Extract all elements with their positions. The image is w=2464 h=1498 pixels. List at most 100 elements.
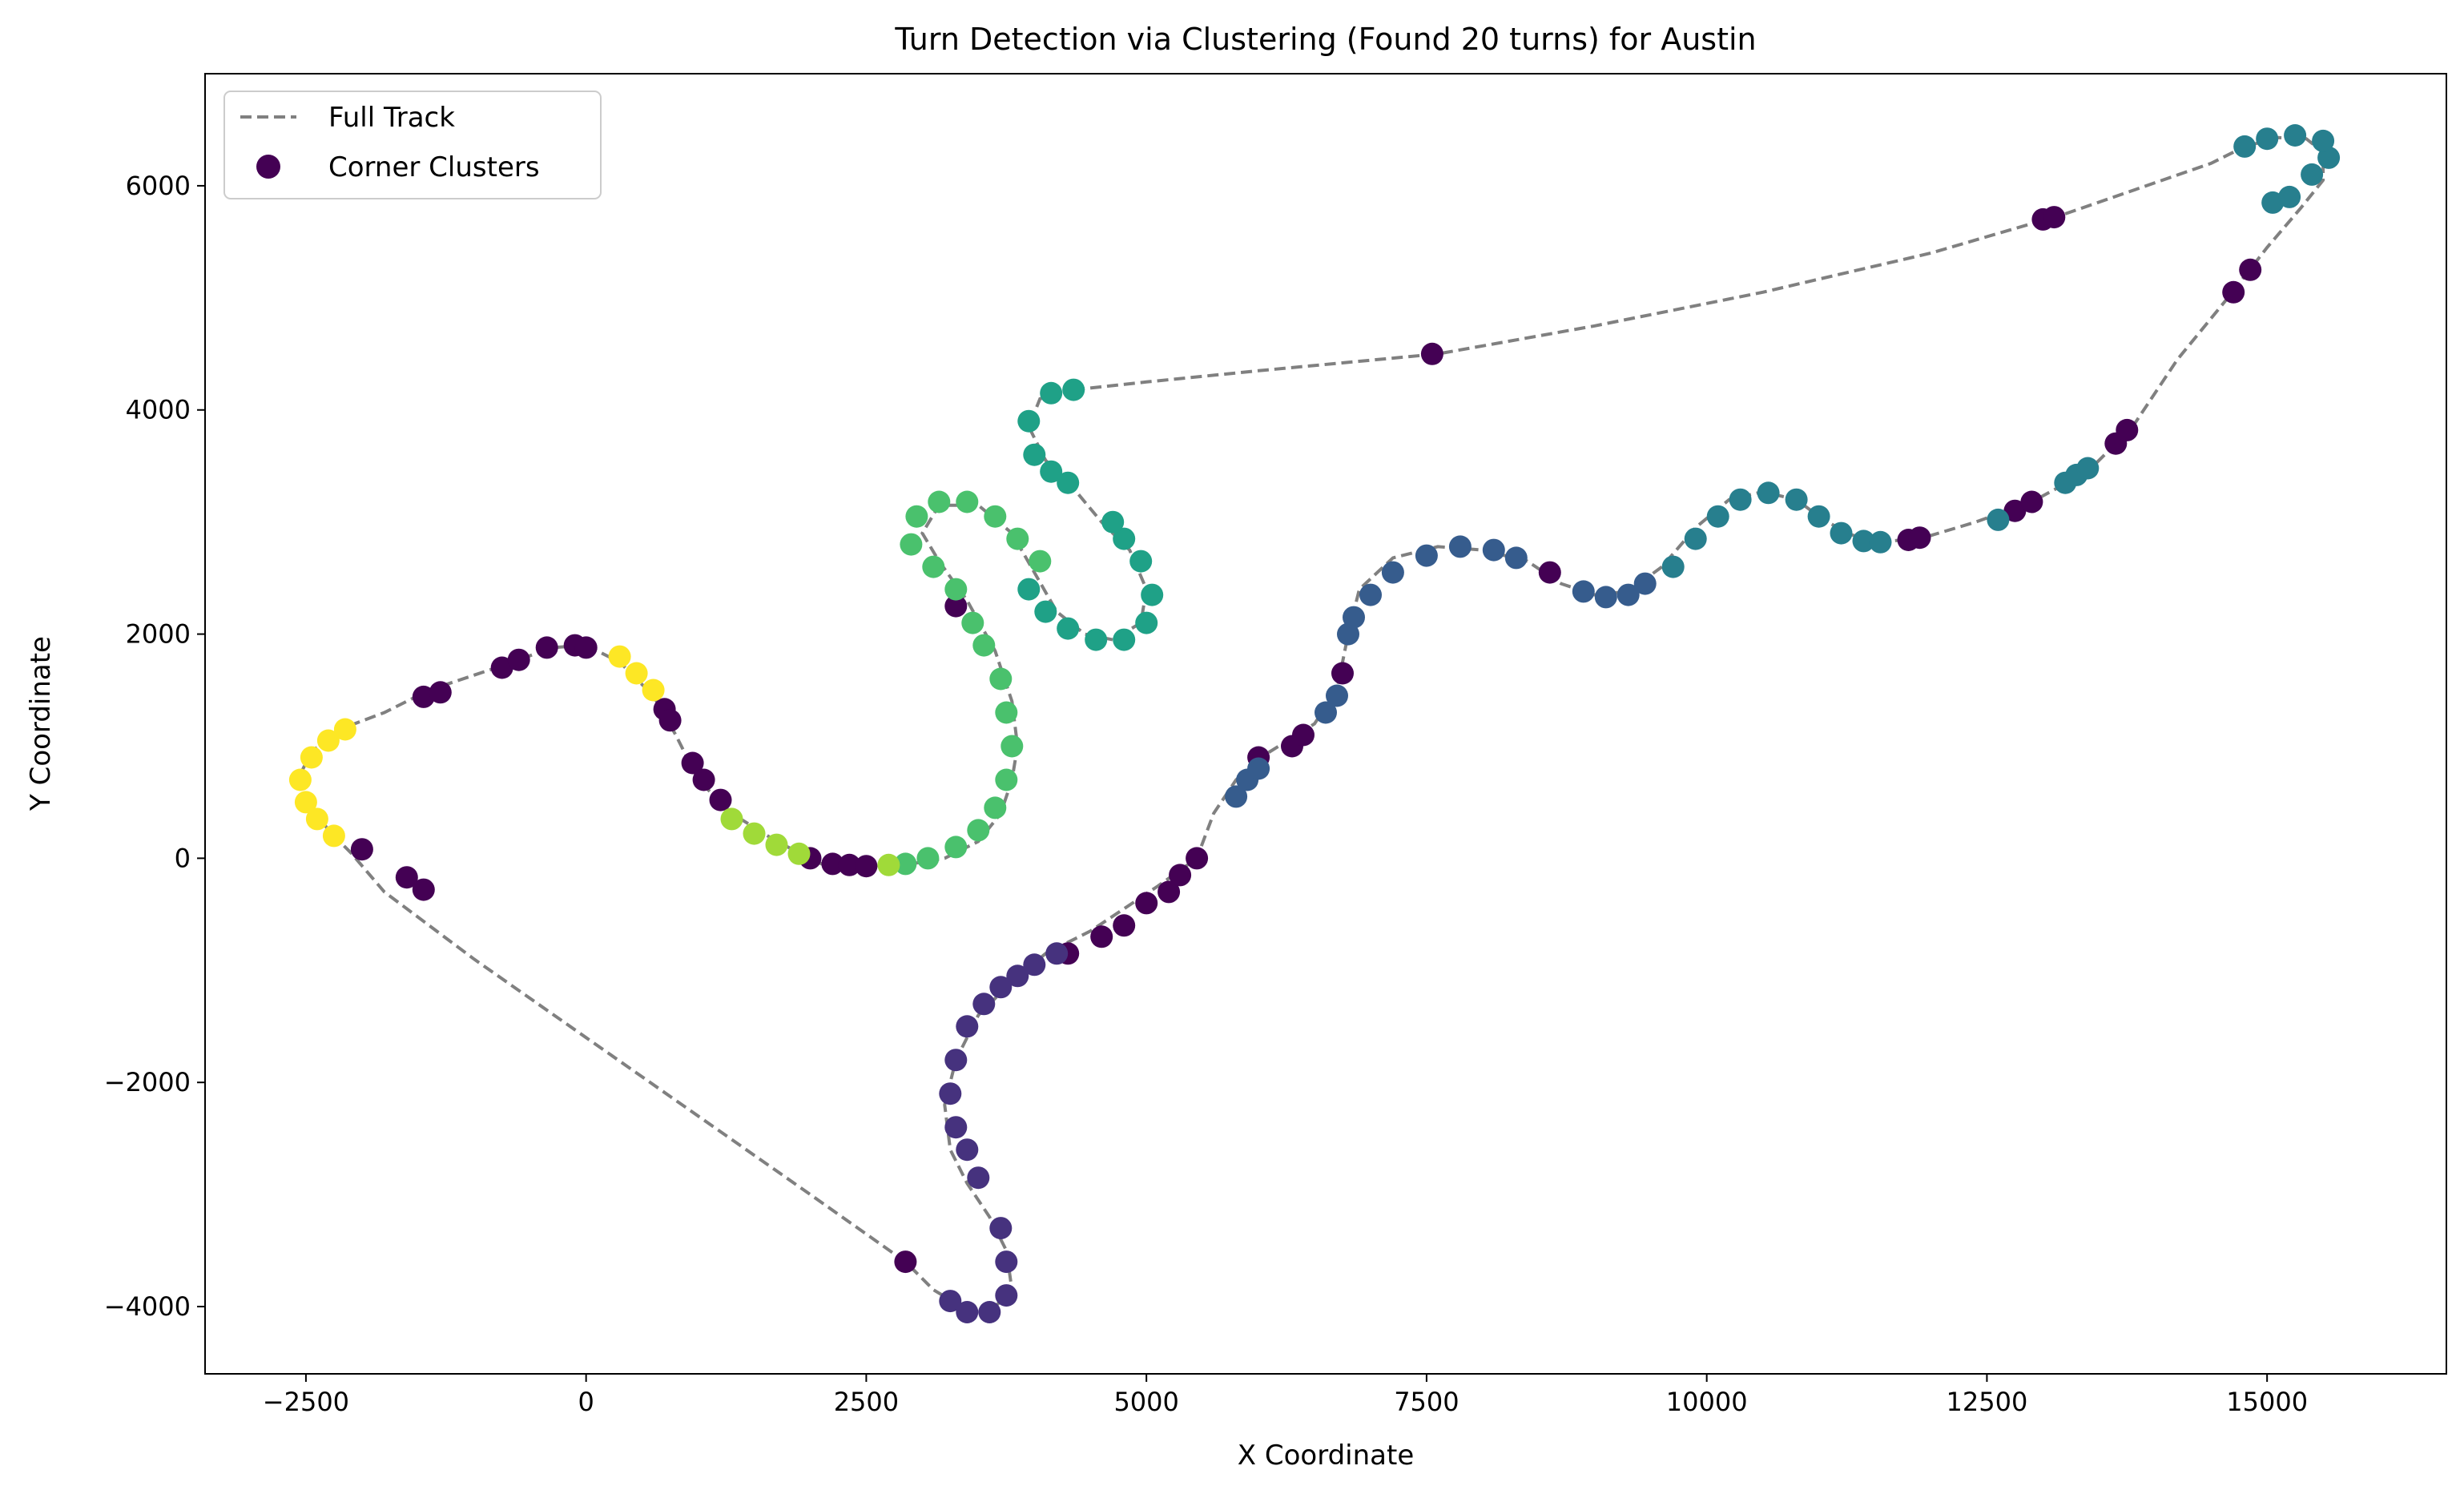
corner-point [316, 729, 340, 752]
corner-point [939, 1290, 962, 1313]
corner-point [1381, 561, 1404, 584]
corner-point [412, 685, 435, 708]
corner-point [1572, 580, 1595, 603]
corner-point [1040, 381, 1063, 405]
corner-point [1987, 508, 2010, 531]
corner-point [1538, 561, 1561, 584]
legend-box [223, 91, 602, 199]
corner-point [305, 807, 328, 831]
corner-point [322, 824, 345, 848]
corner-cluster-5 [894, 490, 1052, 876]
corner-point [967, 819, 990, 842]
corner-point [922, 555, 945, 578]
x-tick-label: 7500 [1394, 1387, 1459, 1417]
corner-point [916, 847, 940, 870]
corner-point [978, 1301, 1001, 1323]
legend-full-track-label: Full Track [328, 102, 455, 134]
corner-point [1090, 925, 1113, 948]
corner-point [900, 533, 923, 556]
plot-area [204, 73, 2447, 1375]
y-tick-label: −4000 [104, 1291, 191, 1322]
corner-point [1225, 785, 1248, 808]
x-tick-label: 0 [578, 1387, 594, 1417]
legend-corner-clusters-swatch [256, 155, 280, 179]
corner-point [1684, 527, 1707, 550]
corner-point [1023, 953, 1046, 977]
cluster-layer [288, 124, 2341, 1323]
corner-point [1830, 521, 1853, 545]
corner-point [787, 842, 811, 865]
corner-point [2284, 124, 2307, 147]
corner-point [1006, 964, 1029, 988]
corner-point [2076, 457, 2100, 480]
full-track-line [298, 135, 2325, 1315]
corner-point [984, 505, 1007, 528]
corner-point [412, 878, 435, 901]
corner-point [821, 852, 844, 876]
x-tick-label: 2500 [834, 1387, 899, 1417]
corner-point [1017, 409, 1041, 433]
corner-point [989, 667, 1013, 691]
corner-point [1085, 628, 1108, 651]
corner-point [1807, 505, 1830, 528]
corner-point [294, 791, 317, 814]
y-tick-label: −2000 [104, 1067, 191, 1097]
y-tick-label: 0 [175, 843, 191, 873]
corner-point [944, 1049, 968, 1072]
corner-point [1158, 880, 1181, 904]
corner-point [1057, 617, 1080, 640]
corner-point [2003, 499, 2027, 522]
corner-point [984, 796, 1007, 819]
corner-point [300, 746, 323, 769]
corner-point [1113, 527, 1136, 550]
x-axis-label: X Coordinate [1238, 1440, 1415, 1472]
corner-point [507, 648, 530, 671]
x-tick-label: 10000 [1666, 1387, 1748, 1417]
corner-point [1415, 544, 1438, 567]
corner-point [1045, 942, 1069, 965]
corner-point [1420, 342, 1443, 365]
corner-point [928, 490, 951, 513]
corner-point [995, 1284, 1018, 1307]
corner-point [1633, 572, 1657, 595]
corner-point [490, 656, 513, 679]
corner-point [956, 1301, 979, 1323]
x-tick-label: 5000 [1113, 1387, 1178, 1417]
corner-point [350, 838, 373, 861]
corner-point [995, 1250, 1018, 1274]
corner-point [1326, 684, 1348, 707]
corner-point [333, 718, 356, 741]
corner-point [956, 1138, 979, 1162]
corner-point [1029, 550, 1052, 573]
corner-point [944, 578, 968, 601]
corner-point [1062, 378, 1085, 401]
corner-point [1343, 606, 1365, 629]
corner-point [2020, 490, 2043, 513]
corner-point [1101, 510, 1125, 534]
legend-corner-clusters-label: Corner Clusters [328, 151, 540, 183]
corner-point [1616, 583, 1640, 606]
corner-point [838, 853, 861, 876]
corner-point [1757, 481, 1780, 505]
corner-point [743, 822, 766, 845]
corner-point [1504, 546, 1528, 570]
corner-point [894, 852, 917, 876]
corner-point [535, 636, 558, 659]
y-tick-label: 2000 [126, 619, 191, 650]
corner-cluster-2 [1225, 535, 1657, 808]
corner-point [1448, 535, 1472, 558]
corner-cluster-0 [350, 206, 2262, 1274]
corner-point [989, 976, 1013, 999]
corner-point [2222, 280, 2245, 304]
corner-point [1359, 583, 1382, 606]
corner-point [1661, 555, 1685, 578]
corner-point [1729, 488, 1752, 511]
corner-point [1482, 538, 1505, 562]
corner-point [2312, 129, 2335, 152]
corner-point [625, 662, 648, 685]
corner-point [288, 768, 312, 791]
corner-point [2233, 135, 2257, 158]
corner-point [1113, 914, 1136, 937]
